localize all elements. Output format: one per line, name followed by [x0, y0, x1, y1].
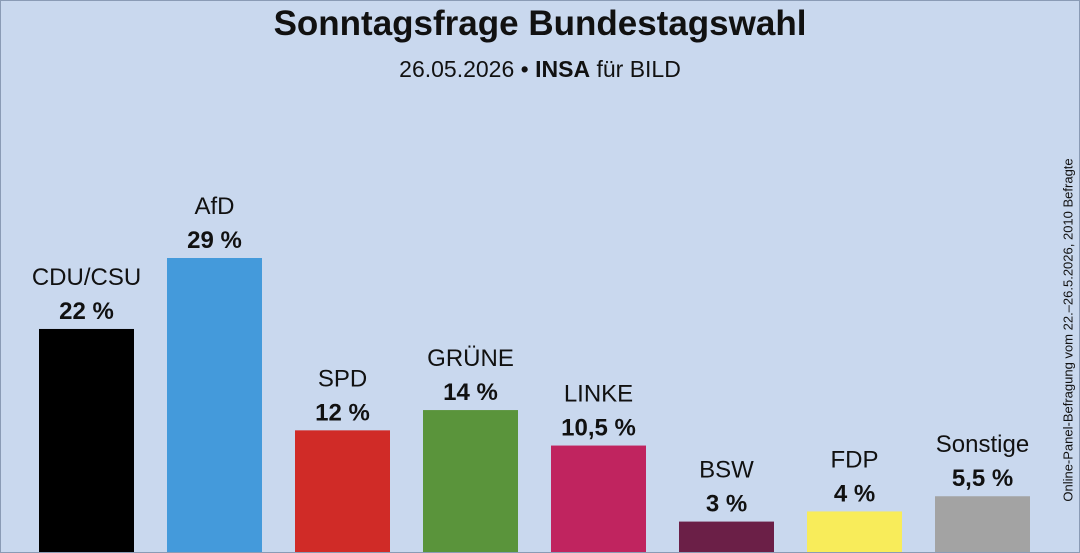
poll-date: 26.05.2026: [399, 56, 515, 82]
category-label: Sonstige: [936, 431, 1029, 458]
value-label: 12 %: [315, 399, 370, 426]
category-label: SPD: [318, 365, 367, 392]
bar-linke: [551, 445, 646, 552]
value-label: 29 %: [187, 227, 242, 254]
category-label: CDU/CSU: [32, 264, 141, 291]
poll-institute: INSA: [535, 56, 591, 82]
value-label: 14 %: [443, 379, 498, 406]
bar-gr-ne: [423, 410, 518, 552]
bar-sonstige: [935, 496, 1030, 552]
bar-spd: [295, 430, 390, 552]
bar-cdu-csu: [39, 328, 134, 552]
value-label: 5,5 %: [952, 465, 1013, 492]
category-label: GRÜNE: [427, 345, 514, 372]
category-label: BSW: [699, 457, 754, 484]
bar-fdp: [807, 511, 902, 552]
value-label: 4 %: [834, 480, 875, 507]
chart-title: Sonntagsfrage Bundestagswahl: [273, 4, 807, 43]
category-label: FDP: [831, 446, 879, 473]
value-label: 3 %: [706, 491, 747, 518]
chart-subtitle: 26.05.2026 • INSA für BILD: [0, 56, 1080, 83]
value-label: 10,5 %: [561, 415, 636, 442]
category-label: LINKE: [564, 381, 633, 408]
value-label: 22 %: [59, 298, 114, 325]
category-label: AfD: [194, 193, 234, 220]
bar-bsw: [679, 521, 774, 552]
poll-client: für BILD: [596, 56, 681, 82]
bar-afd: [167, 258, 262, 552]
subtitle-separator: •: [520, 56, 529, 82]
